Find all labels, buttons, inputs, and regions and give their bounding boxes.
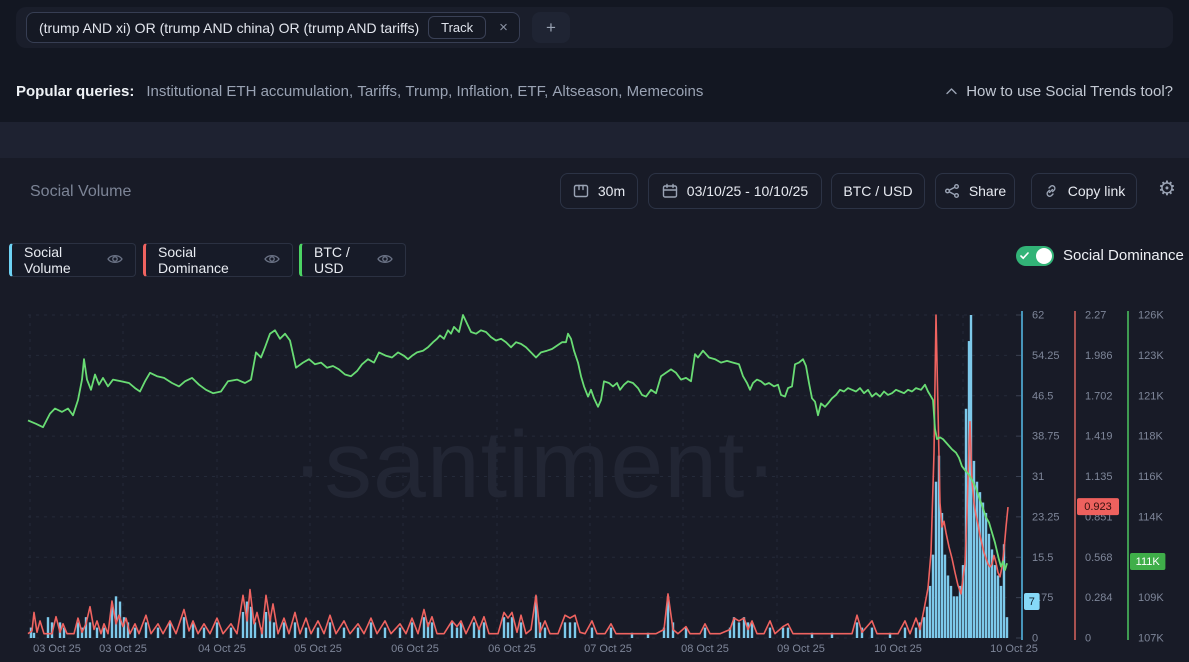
svg-text:121K: 121K <box>1138 390 1164 402</box>
popular-queries-row: Popular queries: Institutional ETH accum… <box>16 83 1173 100</box>
track-button[interactable]: Track <box>428 16 487 39</box>
chart-title: Social Volume <box>30 183 132 200</box>
santiment-watermark: ·santiment· <box>292 412 778 518</box>
svg-text:10 Oct 25: 10 Oct 25 <box>874 643 922 655</box>
svg-text:1.135: 1.135 <box>1085 471 1113 483</box>
popular-query-link[interactable]: ETF <box>517 83 552 100</box>
svg-text:54.25: 54.25 <box>1032 350 1060 362</box>
calendar-icon <box>662 183 678 199</box>
current-value-badge <box>1024 593 1040 611</box>
svg-text:1.986: 1.986 <box>1085 350 1113 362</box>
chevron-up-icon <box>946 88 957 95</box>
popular-query-link[interactable]: Institutional ETH accumulation <box>146 83 357 100</box>
svg-text:03 Oct 25: 03 Oct 25 <box>99 643 147 655</box>
chart-grid <box>28 314 1010 639</box>
popular-query-link[interactable]: Trump <box>405 83 456 100</box>
date-range-value: 03/10/25 - 10/10/25 <box>686 183 809 199</box>
svg-text:06 Oct 25: 06 Oct 25 <box>488 643 536 655</box>
svg-text:123K: 123K <box>1138 350 1164 362</box>
svg-text:0.284: 0.284 <box>1085 592 1113 604</box>
legend-chip-btc-usd[interactable]: BTC / USD <box>299 243 406 277</box>
popular-query-link[interactable]: Memecoins <box>626 83 704 100</box>
svg-text:38.75: 38.75 <box>1032 431 1060 443</box>
svg-text:62: 62 <box>1032 310 1044 322</box>
svg-text:7: 7 <box>1029 596 1035 608</box>
svg-text:0.923: 0.923 <box>1084 501 1112 513</box>
svg-text:06 Oct 25: 06 Oct 25 <box>391 643 439 655</box>
svg-text:04 Oct 25: 04 Oct 25 <box>198 643 246 655</box>
svg-text:118K: 118K <box>1138 431 1164 443</box>
y-axis-social-dominance: 2.271.9861.7021.4191.1350.8510.5680.2840… <box>1074 310 1119 645</box>
svg-text:23.25: 23.25 <box>1032 511 1060 523</box>
svg-text:07 Oct 25: 07 Oct 25 <box>584 643 632 655</box>
popular-queries-list: Institutional ETH accumulation Tariffs T… <box>146 83 703 100</box>
svg-text:114K: 114K <box>1138 511 1164 523</box>
current-value-badge <box>1077 498 1119 516</box>
svg-text:08 Oct 25: 08 Oct 25 <box>681 643 729 655</box>
svg-text:107K: 107K <box>1138 633 1164 645</box>
btc-usd-line <box>27 314 1008 571</box>
share-button[interactable]: Share <box>935 173 1015 209</box>
legend-chip-label: Social Volume <box>24 244 71 276</box>
legend-chip-social-dominance[interactable]: Social Dominance <box>143 243 293 277</box>
svg-text:0.568: 0.568 <box>1085 552 1113 564</box>
chart-canvas[interactable]: ·santiment·6254.2546.538.753123.2515.57.… <box>0 290 1189 662</box>
toggle-label: Social Dominance <box>1063 247 1184 264</box>
asset-pair-button[interactable]: BTC / USD <box>831 173 925 209</box>
interval-icon <box>573 183 589 199</box>
share-icon <box>944 183 960 199</box>
svg-text:0: 0 <box>1085 633 1091 645</box>
svg-text:10 Oct 25: 10 Oct 25 <box>990 643 1038 655</box>
social-dominance-toggle[interactable] <box>1016 246 1054 266</box>
gear-icon[interactable]: ⚙ <box>1152 178 1182 200</box>
svg-text:46.5: 46.5 <box>1032 390 1053 402</box>
how-to-use-link[interactable]: How to use Social Trends tool? <box>946 83 1173 100</box>
svg-text:0: 0 <box>1032 633 1038 645</box>
popular-query-link[interactable]: Altseason <box>552 83 626 100</box>
copy-link-button[interactable]: Copy link <box>1031 173 1137 209</box>
remove-query-icon[interactable]: × <box>495 19 512 36</box>
copy-link-label: Copy link <box>1067 183 1126 199</box>
legend-chip-label: Social Dominance <box>158 244 229 276</box>
eye-icon[interactable] <box>264 252 280 268</box>
svg-text:116K: 116K <box>1138 471 1164 483</box>
query-search-bar[interactable]: (trump AND xi) OR (trump AND china) OR (… <box>16 7 1173 48</box>
svg-text:09 Oct 25: 09 Oct 25 <box>777 643 825 655</box>
eye-icon[interactable] <box>377 252 393 268</box>
svg-text:1.702: 1.702 <box>1085 390 1113 402</box>
popular-query-link[interactable]: Tariffs <box>357 83 405 100</box>
svg-text:05 Oct 25: 05 Oct 25 <box>294 643 342 655</box>
legend-chip-label: BTC / USD <box>314 244 350 276</box>
svg-text:31: 31 <box>1032 471 1044 483</box>
social-dominance-line <box>27 314 1009 635</box>
toolbar-strip <box>0 122 1189 158</box>
legend-chip-social-volume[interactable]: Social Volume <box>9 243 136 277</box>
toggle-knob <box>1036 248 1052 264</box>
y-axis-btc-usd: 126K123K121K118K116K114K111K109K107K111K <box>1127 310 1166 645</box>
svg-text:2.27: 2.27 <box>1085 310 1106 322</box>
svg-text:126K: 126K <box>1138 310 1164 322</box>
add-query-button[interactable]: + <box>531 12 570 43</box>
query-chip[interactable]: (trump AND xi) OR (trump AND china) OR (… <box>26 12 520 43</box>
svg-text:15.5: 15.5 <box>1032 552 1053 564</box>
link-icon <box>1043 183 1059 199</box>
svg-text:1.419: 1.419 <box>1085 431 1113 443</box>
how-to-use-text: How to use Social Trends tool? <box>966 83 1173 100</box>
svg-text:03 Oct 25: 03 Oct 25 <box>33 643 81 655</box>
interval-value: 30m <box>597 183 626 199</box>
interval-button[interactable]: 30m <box>560 173 638 209</box>
popular-queries-label: Popular queries: <box>16 83 135 100</box>
date-range-button[interactable]: 03/10/25 - 10/10/25 <box>648 173 822 209</box>
query-text: (trump AND xi) OR (trump AND china) OR (… <box>39 19 420 36</box>
check-icon <box>1020 252 1029 260</box>
share-label: Share <box>968 183 1007 199</box>
eye-icon[interactable] <box>107 252 123 268</box>
current-value-badge <box>1130 553 1166 570</box>
svg-text:109K: 109K <box>1138 592 1164 604</box>
x-axis-labels: 03 Oct 25 03 Oct 25 04 Oct 25 05 Oct 25 06 O… <box>33 643 1038 655</box>
popular-query-link[interactable]: Inflation <box>457 83 518 100</box>
svg-text:111K: 111K <box>1136 556 1161 568</box>
